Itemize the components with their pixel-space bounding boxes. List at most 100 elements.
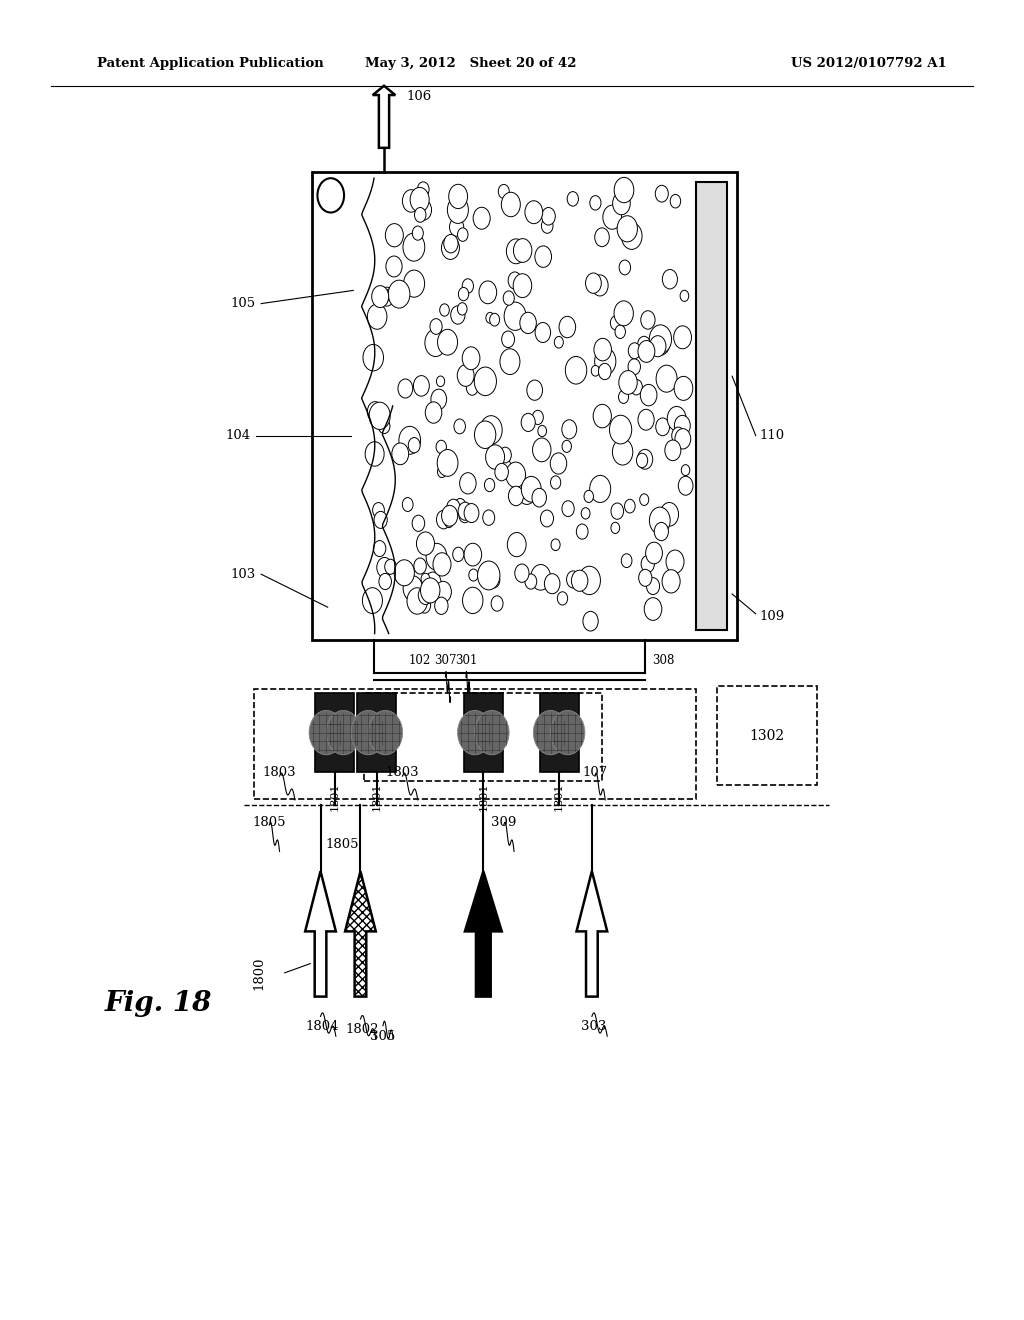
Circle shape xyxy=(675,416,690,436)
Circle shape xyxy=(508,486,523,506)
Circle shape xyxy=(485,445,505,469)
Circle shape xyxy=(545,574,560,594)
Circle shape xyxy=(417,532,434,556)
Text: 110: 110 xyxy=(760,429,785,442)
Circle shape xyxy=(394,560,415,586)
Circle shape xyxy=(403,234,425,261)
Bar xyxy=(357,693,396,772)
Circle shape xyxy=(458,710,492,755)
Circle shape xyxy=(625,499,635,513)
Circle shape xyxy=(508,272,521,289)
Text: 303: 303 xyxy=(582,1020,606,1034)
Circle shape xyxy=(507,239,525,264)
Circle shape xyxy=(535,246,552,268)
Circle shape xyxy=(489,313,500,326)
Circle shape xyxy=(426,544,446,570)
Circle shape xyxy=(532,488,547,507)
Circle shape xyxy=(403,197,414,210)
Circle shape xyxy=(501,459,511,473)
Circle shape xyxy=(586,273,601,293)
Circle shape xyxy=(441,506,458,527)
Circle shape xyxy=(374,511,387,528)
Circle shape xyxy=(416,199,431,220)
Circle shape xyxy=(482,510,495,525)
Circle shape xyxy=(455,499,466,513)
Circle shape xyxy=(666,550,684,573)
Circle shape xyxy=(675,429,691,449)
Circle shape xyxy=(579,566,600,594)
Circle shape xyxy=(430,318,442,334)
Circle shape xyxy=(678,477,693,495)
Circle shape xyxy=(638,341,655,363)
Circle shape xyxy=(504,302,526,330)
Text: Patent Application Publication: Patent Application Publication xyxy=(97,57,324,70)
Circle shape xyxy=(421,578,440,603)
Circle shape xyxy=(484,478,495,491)
Bar xyxy=(540,693,579,772)
Circle shape xyxy=(418,586,433,605)
Text: 307: 307 xyxy=(434,653,457,667)
Circle shape xyxy=(590,195,601,210)
Circle shape xyxy=(520,313,537,334)
Circle shape xyxy=(513,273,531,297)
Circle shape xyxy=(562,420,577,440)
Circle shape xyxy=(525,574,537,589)
Text: 1801: 1801 xyxy=(554,783,564,812)
Circle shape xyxy=(351,710,385,755)
Circle shape xyxy=(479,281,497,304)
Circle shape xyxy=(431,389,446,409)
Circle shape xyxy=(492,595,503,611)
Circle shape xyxy=(670,194,681,209)
Circle shape xyxy=(649,507,670,535)
Circle shape xyxy=(437,329,458,355)
Circle shape xyxy=(640,494,649,506)
Circle shape xyxy=(515,564,529,582)
Circle shape xyxy=(612,438,633,465)
Circle shape xyxy=(513,239,531,263)
Text: Fig. 18: Fig. 18 xyxy=(105,990,212,1016)
Circle shape xyxy=(554,337,563,348)
Circle shape xyxy=(550,453,566,474)
Circle shape xyxy=(402,498,413,511)
Circle shape xyxy=(441,236,460,260)
Circle shape xyxy=(567,191,579,206)
Circle shape xyxy=(362,587,382,614)
Circle shape xyxy=(506,462,525,487)
Circle shape xyxy=(421,573,430,585)
Circle shape xyxy=(628,359,640,375)
Circle shape xyxy=(414,376,429,396)
Circle shape xyxy=(403,271,425,297)
Circle shape xyxy=(366,442,384,466)
Circle shape xyxy=(591,366,600,376)
Circle shape xyxy=(399,426,421,454)
Circle shape xyxy=(668,407,686,430)
Bar xyxy=(464,693,503,772)
Circle shape xyxy=(474,367,497,396)
Circle shape xyxy=(425,401,441,424)
Circle shape xyxy=(674,326,691,348)
Circle shape xyxy=(386,256,402,277)
Circle shape xyxy=(612,191,631,215)
Circle shape xyxy=(385,223,403,247)
Circle shape xyxy=(577,524,588,539)
Circle shape xyxy=(478,214,487,226)
Circle shape xyxy=(436,511,451,529)
Text: 106: 106 xyxy=(407,90,432,103)
Circle shape xyxy=(592,275,608,296)
Circle shape xyxy=(562,500,574,516)
Circle shape xyxy=(532,411,544,425)
Text: 1805: 1805 xyxy=(253,816,286,829)
Circle shape xyxy=(639,569,652,586)
Circle shape xyxy=(583,611,598,631)
Text: 1803: 1803 xyxy=(386,766,419,779)
Text: 109: 109 xyxy=(760,610,785,623)
Circle shape xyxy=(369,710,402,755)
Circle shape xyxy=(654,523,669,541)
Circle shape xyxy=(665,440,681,461)
Text: 1800: 1800 xyxy=(253,956,265,990)
Circle shape xyxy=(437,450,458,477)
Circle shape xyxy=(500,348,520,375)
Circle shape xyxy=(413,593,427,611)
Circle shape xyxy=(521,477,542,502)
Circle shape xyxy=(655,185,669,202)
